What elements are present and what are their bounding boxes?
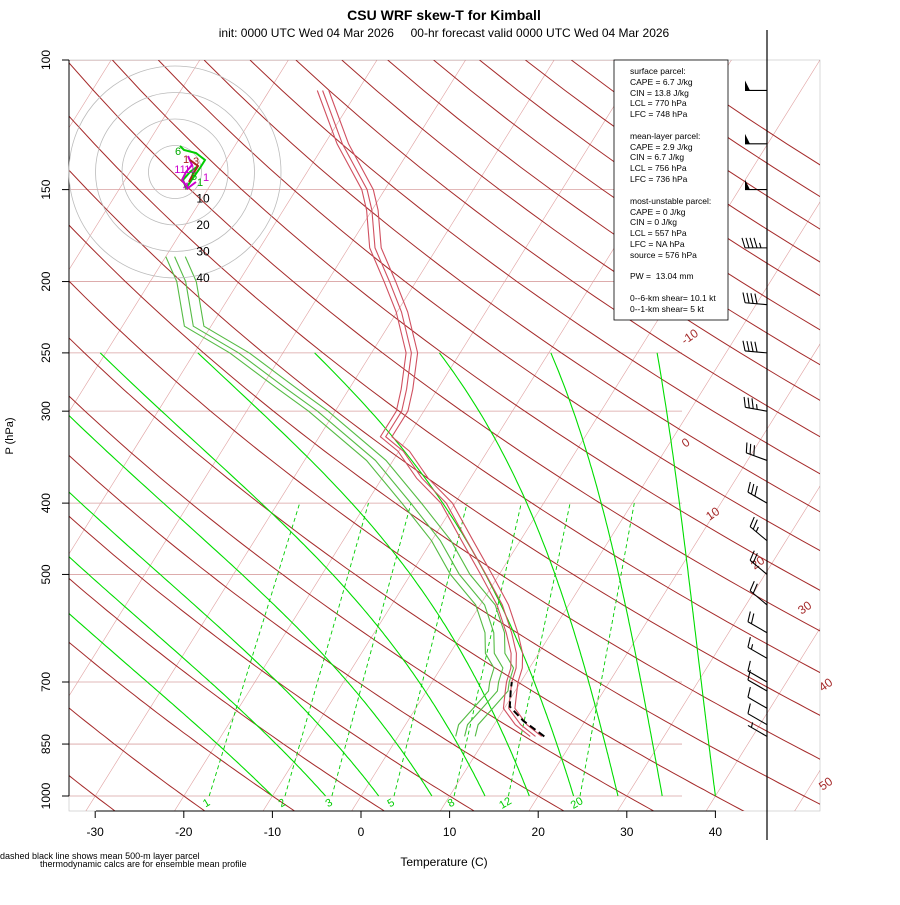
chart-title: CSU WRF skew-T for Kimball: [347, 7, 541, 23]
pressure-tick-label: 200: [39, 271, 53, 291]
temperature-tick-label: 30: [620, 825, 634, 839]
hodograph-point-label: 4: [183, 181, 189, 193]
x-axis-label: Temperature (C): [400, 855, 487, 869]
pressure-tick-label: 400: [39, 493, 53, 513]
info-mixed-line: LCL = 756 hPa: [630, 163, 687, 173]
temperature-tick-label: -30: [87, 825, 105, 839]
info-mu-line: LFC = NA hPa: [630, 239, 685, 249]
info-mu-line: CIN = 0 J/kg: [630, 217, 677, 227]
pressure-tick-label: 300: [39, 401, 53, 421]
info-surface-line: LCL = 770 hPa: [630, 98, 687, 108]
temperature-tick-label: 20: [532, 825, 546, 839]
hodograph-point-label: 1: [197, 177, 203, 189]
temperature-tick-label: -20: [175, 825, 193, 839]
hodograph-point-label: 5: [191, 171, 197, 183]
info-mu-header: most-unstable parcel:: [630, 196, 711, 206]
hodograph-point-label: 6: [175, 146, 181, 158]
info-surface-header: surface parcel:: [630, 66, 686, 76]
info-mu-line: CAPE = 0 J/kg: [630, 207, 686, 217]
temperature-tick-label: 0: [358, 825, 365, 839]
hodograph-point-label: 1: [203, 172, 209, 184]
y-axis-label: P (hPa): [4, 417, 16, 454]
info-mixed-line: CAPE = 2.9 J/kg: [630, 142, 693, 152]
info-mixed-line: CIN = 6.7 J/kg: [630, 152, 684, 162]
temperature-tick-label: 10: [443, 825, 457, 839]
info-surface-line: CAPE = 6.7 J/kg: [630, 77, 693, 87]
info-pw-line: PW = 13.04 mm: [630, 271, 694, 281]
hodograph-point-label: 3: [193, 156, 199, 168]
info-surface-line: LFC = 748 hPa: [630, 109, 688, 119]
info-mu-line: LCL = 557 hPa: [630, 228, 687, 238]
pressure-tick-label: 100: [39, 50, 53, 70]
pressure-tick-label: 1000: [39, 782, 53, 809]
pressure-tick-label: 250: [39, 343, 53, 363]
temperature-tick-label: 40: [709, 825, 723, 839]
temperature-tick-label: -10: [264, 825, 282, 839]
info-shear-line: 0--6-km shear= 10.1 kt: [630, 293, 716, 303]
info-mu-line: source = 576 hPa: [630, 250, 697, 260]
pressure-tick-label: 150: [39, 179, 53, 199]
info-shear-line: 0--1-km shear= 5 kt: [630, 304, 705, 314]
footnote-calcs: thermodynamic calcs are for ensemble mea…: [40, 859, 247, 869]
hodograph-ring-label: 30: [196, 245, 210, 259]
parcel-info-box: surface parcel: CAPE = 6.7 J/kg CIN = 13…: [614, 60, 728, 320]
hodograph-ring-label: 10: [196, 192, 210, 206]
hodograph-ring-label: 40: [196, 271, 210, 285]
info-surface-line: CIN = 13.8 J/kg: [630, 88, 689, 98]
pressure-tick-label: 500: [39, 564, 53, 584]
pressure-tick-label: 700: [39, 672, 53, 692]
hodograph-ring-label: 20: [196, 218, 210, 232]
info-mixed-header: mean-layer parcel:: [630, 131, 700, 141]
info-mixed-line: LFC = 736 hPa: [630, 174, 688, 184]
pressure-tick-label: 850: [39, 734, 53, 754]
chart-subtitle: init: 0000 UTC Wed 04 Mar 2026 00-hr for…: [219, 26, 670, 40]
